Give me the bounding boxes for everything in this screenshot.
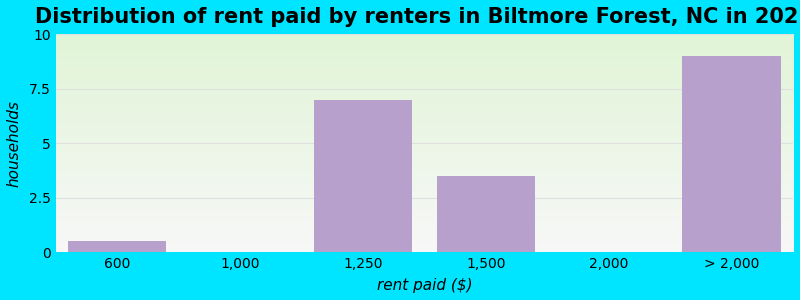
- X-axis label: rent paid ($): rent paid ($): [377, 278, 472, 293]
- Title: Distribution of rent paid by renters in Biltmore Forest, NC in 2022: Distribution of rent paid by renters in …: [35, 7, 800, 27]
- Bar: [68, 241, 166, 252]
- Bar: [314, 100, 412, 252]
- Y-axis label: households: households: [7, 100, 22, 187]
- Bar: [682, 56, 781, 252]
- Bar: [437, 176, 535, 252]
